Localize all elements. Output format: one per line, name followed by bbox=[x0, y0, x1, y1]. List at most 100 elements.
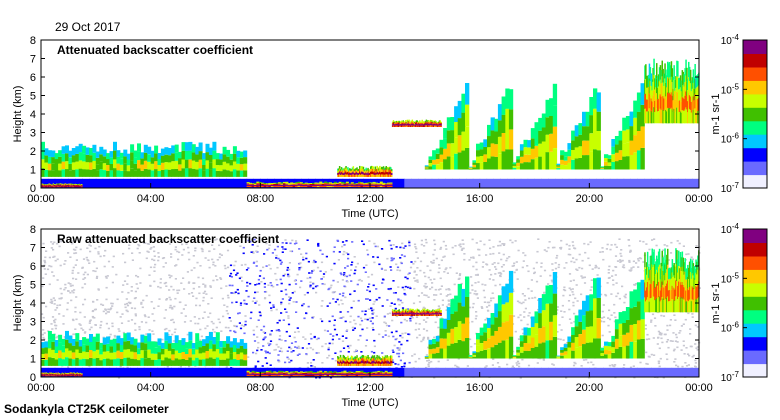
noise-speck bbox=[277, 354, 280, 356]
noise-speck bbox=[201, 277, 205, 280]
feature-cell bbox=[618, 159, 623, 170]
noise-speck bbox=[71, 318, 75, 321]
feature-cell bbox=[329, 183, 332, 185]
noise-speck bbox=[147, 316, 150, 318]
feature-cell bbox=[362, 174, 365, 177]
feature-cell bbox=[430, 120, 432, 122]
noise-speck bbox=[371, 322, 374, 325]
surface-cell bbox=[178, 367, 186, 378]
noise-speck bbox=[492, 246, 495, 248]
feature-cell bbox=[646, 99, 649, 112]
feature-cell bbox=[143, 144, 148, 153]
feature-cell bbox=[61, 146, 66, 154]
feature-cell bbox=[53, 186, 55, 188]
feature-cell bbox=[391, 125, 394, 127]
noise-speck bbox=[331, 342, 334, 345]
feature-cell bbox=[70, 372, 72, 374]
noise-speck bbox=[229, 320, 232, 322]
feature-cell bbox=[56, 184, 58, 186]
feature-cell bbox=[50, 372, 52, 374]
noise-speck bbox=[284, 288, 287, 291]
feature-cell bbox=[681, 83, 684, 97]
noise-speck bbox=[500, 266, 504, 268]
feature-cell bbox=[78, 168, 83, 177]
feature-cell bbox=[454, 122, 459, 138]
noise-speck bbox=[264, 357, 267, 359]
feature-cell bbox=[119, 352, 124, 359]
feature-cell bbox=[147, 169, 152, 177]
feature-cell bbox=[438, 121, 440, 123]
noise-speck bbox=[59, 297, 63, 300]
feature-cell bbox=[329, 184, 332, 186]
noise-speck bbox=[74, 249, 77, 251]
noise-speck bbox=[280, 261, 283, 264]
noise-speck bbox=[388, 325, 391, 327]
feature-cell bbox=[571, 159, 576, 170]
noise-speck bbox=[91, 315, 94, 318]
noise-speck bbox=[445, 248, 448, 250]
feature-cell bbox=[407, 120, 409, 123]
noise-speck bbox=[207, 316, 210, 318]
noise-speck bbox=[201, 250, 204, 253]
feature-cell bbox=[665, 109, 667, 124]
noise-speck bbox=[485, 365, 488, 367]
noise-speck bbox=[302, 336, 305, 338]
feature-cell bbox=[389, 185, 393, 187]
feature-cell bbox=[411, 125, 414, 127]
noise-speck bbox=[194, 249, 197, 252]
noise-speck bbox=[285, 330, 288, 333]
feature-cell bbox=[567, 149, 572, 157]
noise-speck bbox=[583, 282, 587, 284]
feature-cell bbox=[215, 159, 220, 165]
feature-cell bbox=[690, 80, 693, 92]
feature-cell bbox=[81, 184, 83, 186]
feature-cell bbox=[371, 171, 374, 175]
feature-cell bbox=[215, 332, 220, 341]
noise-speck bbox=[204, 327, 207, 330]
feature-cell bbox=[44, 347, 49, 354]
feature-cell bbox=[49, 186, 52, 188]
noise-speck bbox=[360, 351, 363, 353]
noise-speck bbox=[355, 349, 358, 351]
noise-speck bbox=[605, 248, 608, 250]
feature-cell bbox=[295, 184, 299, 186]
feature-cell bbox=[280, 184, 284, 186]
feature-cell bbox=[614, 144, 620, 153]
feature-cell bbox=[567, 143, 572, 150]
noise-speck bbox=[96, 299, 99, 301]
feature-cell bbox=[345, 183, 349, 185]
noise-speck bbox=[298, 347, 301, 349]
noise-speck bbox=[497, 244, 500, 247]
noise-speck bbox=[163, 328, 167, 331]
surface-cell bbox=[75, 178, 83, 189]
feature-cell bbox=[370, 185, 374, 187]
feature-cell bbox=[278, 183, 282, 185]
feature-cell bbox=[348, 171, 350, 174]
feature-cell bbox=[350, 175, 353, 177]
noise-speck bbox=[645, 338, 648, 341]
feature-cell bbox=[431, 125, 433, 127]
feature-cell bbox=[344, 169, 346, 173]
feature-cell bbox=[398, 122, 400, 124]
feature-cell bbox=[68, 186, 70, 188]
feature-cell bbox=[343, 172, 345, 175]
feature-cell bbox=[519, 150, 525, 157]
noise-speck bbox=[347, 351, 350, 353]
feature-cell bbox=[77, 186, 79, 188]
colorbar-tick-label: 10-6 bbox=[721, 132, 740, 146]
feature-cell bbox=[68, 375, 70, 377]
noise-speck bbox=[255, 352, 258, 355]
feature-cell bbox=[62, 184, 65, 186]
noise-speck bbox=[452, 253, 455, 256]
noise-speck bbox=[64, 287, 67, 289]
noise-speck bbox=[565, 262, 568, 264]
noise-speck bbox=[142, 299, 145, 302]
feature-cell bbox=[607, 155, 612, 159]
feature-cell bbox=[126, 340, 131, 350]
feature-cell bbox=[58, 156, 63, 164]
colorbar-segment bbox=[743, 80, 767, 95]
surface-cell bbox=[541, 367, 549, 378]
noise-speck bbox=[278, 330, 281, 332]
feature-cell bbox=[147, 341, 152, 350]
feature-cell bbox=[427, 125, 429, 127]
